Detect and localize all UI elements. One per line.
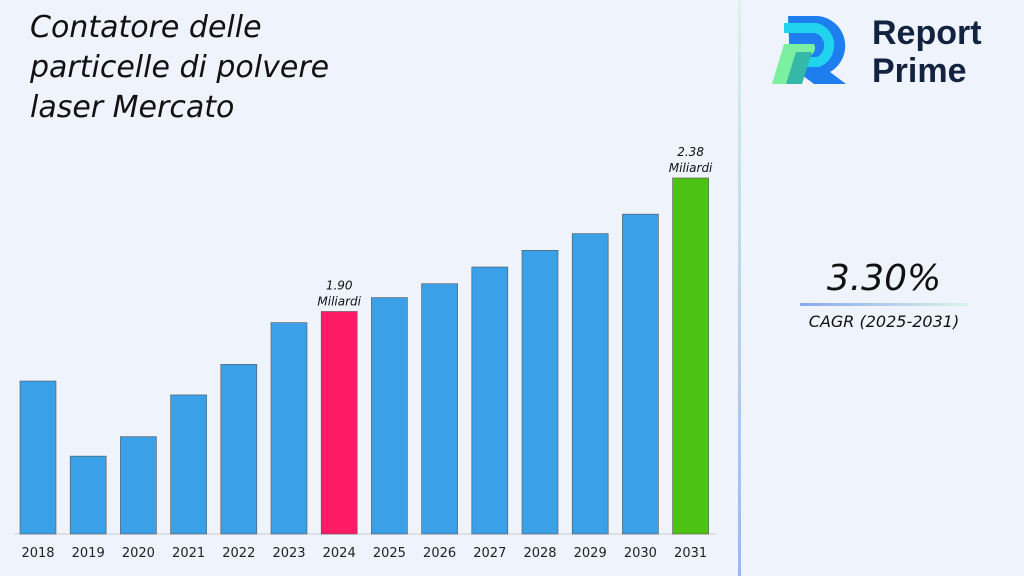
bar-2018 <box>19 380 57 535</box>
x-tick-label: 2020 <box>122 546 155 561</box>
bar-2020 <box>120 436 157 535</box>
cagr-panel: 3.30% CAGR (2025-2031) <box>800 258 968 331</box>
data-label-unit: Miliardi <box>669 161 713 175</box>
report-prime-logo <box>772 16 846 84</box>
x-tick-label: 2025 <box>373 546 406 561</box>
bar-2023 <box>270 322 308 535</box>
cagr-value: 3.30% <box>826 258 942 299</box>
data-label-unit: Miliardi <box>317 295 361 309</box>
bar-2030 <box>622 213 659 535</box>
bar-2021 <box>170 394 207 535</box>
x-tick-label: 2019 <box>72 546 105 561</box>
data-label-value: 1.90 <box>326 279 353 293</box>
x-tick-label: 2026 <box>423 546 456 561</box>
brand-line2: Prime <box>872 52 967 90</box>
divider <box>738 0 741 576</box>
bar-2022 <box>220 364 258 535</box>
brand-line1: Report <box>872 14 982 52</box>
data-label-value: 2.38 <box>677 145 704 159</box>
bar-2019 <box>69 455 107 535</box>
bar-2031 <box>672 177 709 535</box>
bar-2027 <box>471 266 509 535</box>
x-tick-label: 2027 <box>473 546 506 561</box>
x-tick-label: 2021 <box>172 546 205 561</box>
cagr-underline <box>800 303 968 306</box>
x-tick-label: 2018 <box>21 546 54 561</box>
chart-title: Contatore delle particelle di polvere la… <box>30 10 330 125</box>
x-tick-label: 2023 <box>272 546 305 561</box>
bar-2024 <box>320 311 358 535</box>
x-tick-label: 2030 <box>624 546 657 561</box>
brand-name: Report Prime <box>872 14 982 90</box>
x-tick-label: 2028 <box>523 546 556 561</box>
bar-2025 <box>371 297 408 535</box>
x-tick-label: 2029 <box>574 546 607 561</box>
bar-2026 <box>421 283 458 535</box>
x-tick-label: 2024 <box>323 546 356 561</box>
cagr-label: CAGR (2025-2031) <box>808 312 960 331</box>
x-tick-label: 2022 <box>222 546 255 561</box>
x-tick-label: 2031 <box>674 546 707 561</box>
bar-2029 <box>571 233 609 535</box>
bar-2028 <box>521 250 559 535</box>
bar-chart: 2018 2019 2020 2021 2022 2023 2024 1.90 Miliardi… <box>14 145 716 561</box>
